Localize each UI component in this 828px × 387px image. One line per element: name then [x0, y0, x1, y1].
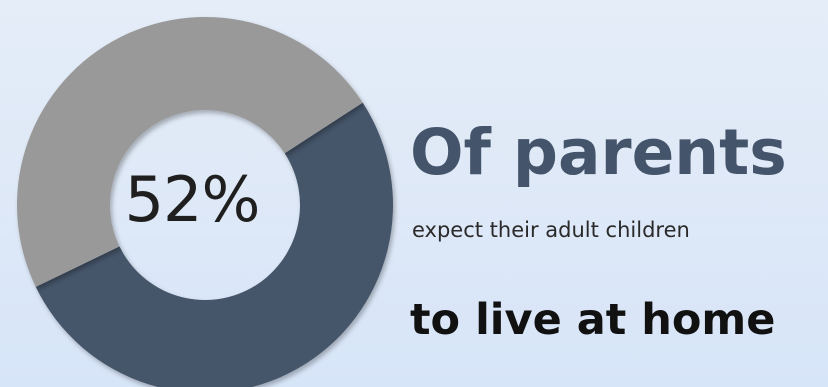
bottomline: to live at home — [410, 295, 776, 345]
subline: expect their adult children — [412, 218, 690, 242]
headline: Of parents — [410, 116, 787, 189]
donut-slice-remainder — [17, 17, 363, 287]
center-percentage-label: 52% — [124, 163, 261, 236]
donut-slice-highlight — [35, 102, 393, 387]
